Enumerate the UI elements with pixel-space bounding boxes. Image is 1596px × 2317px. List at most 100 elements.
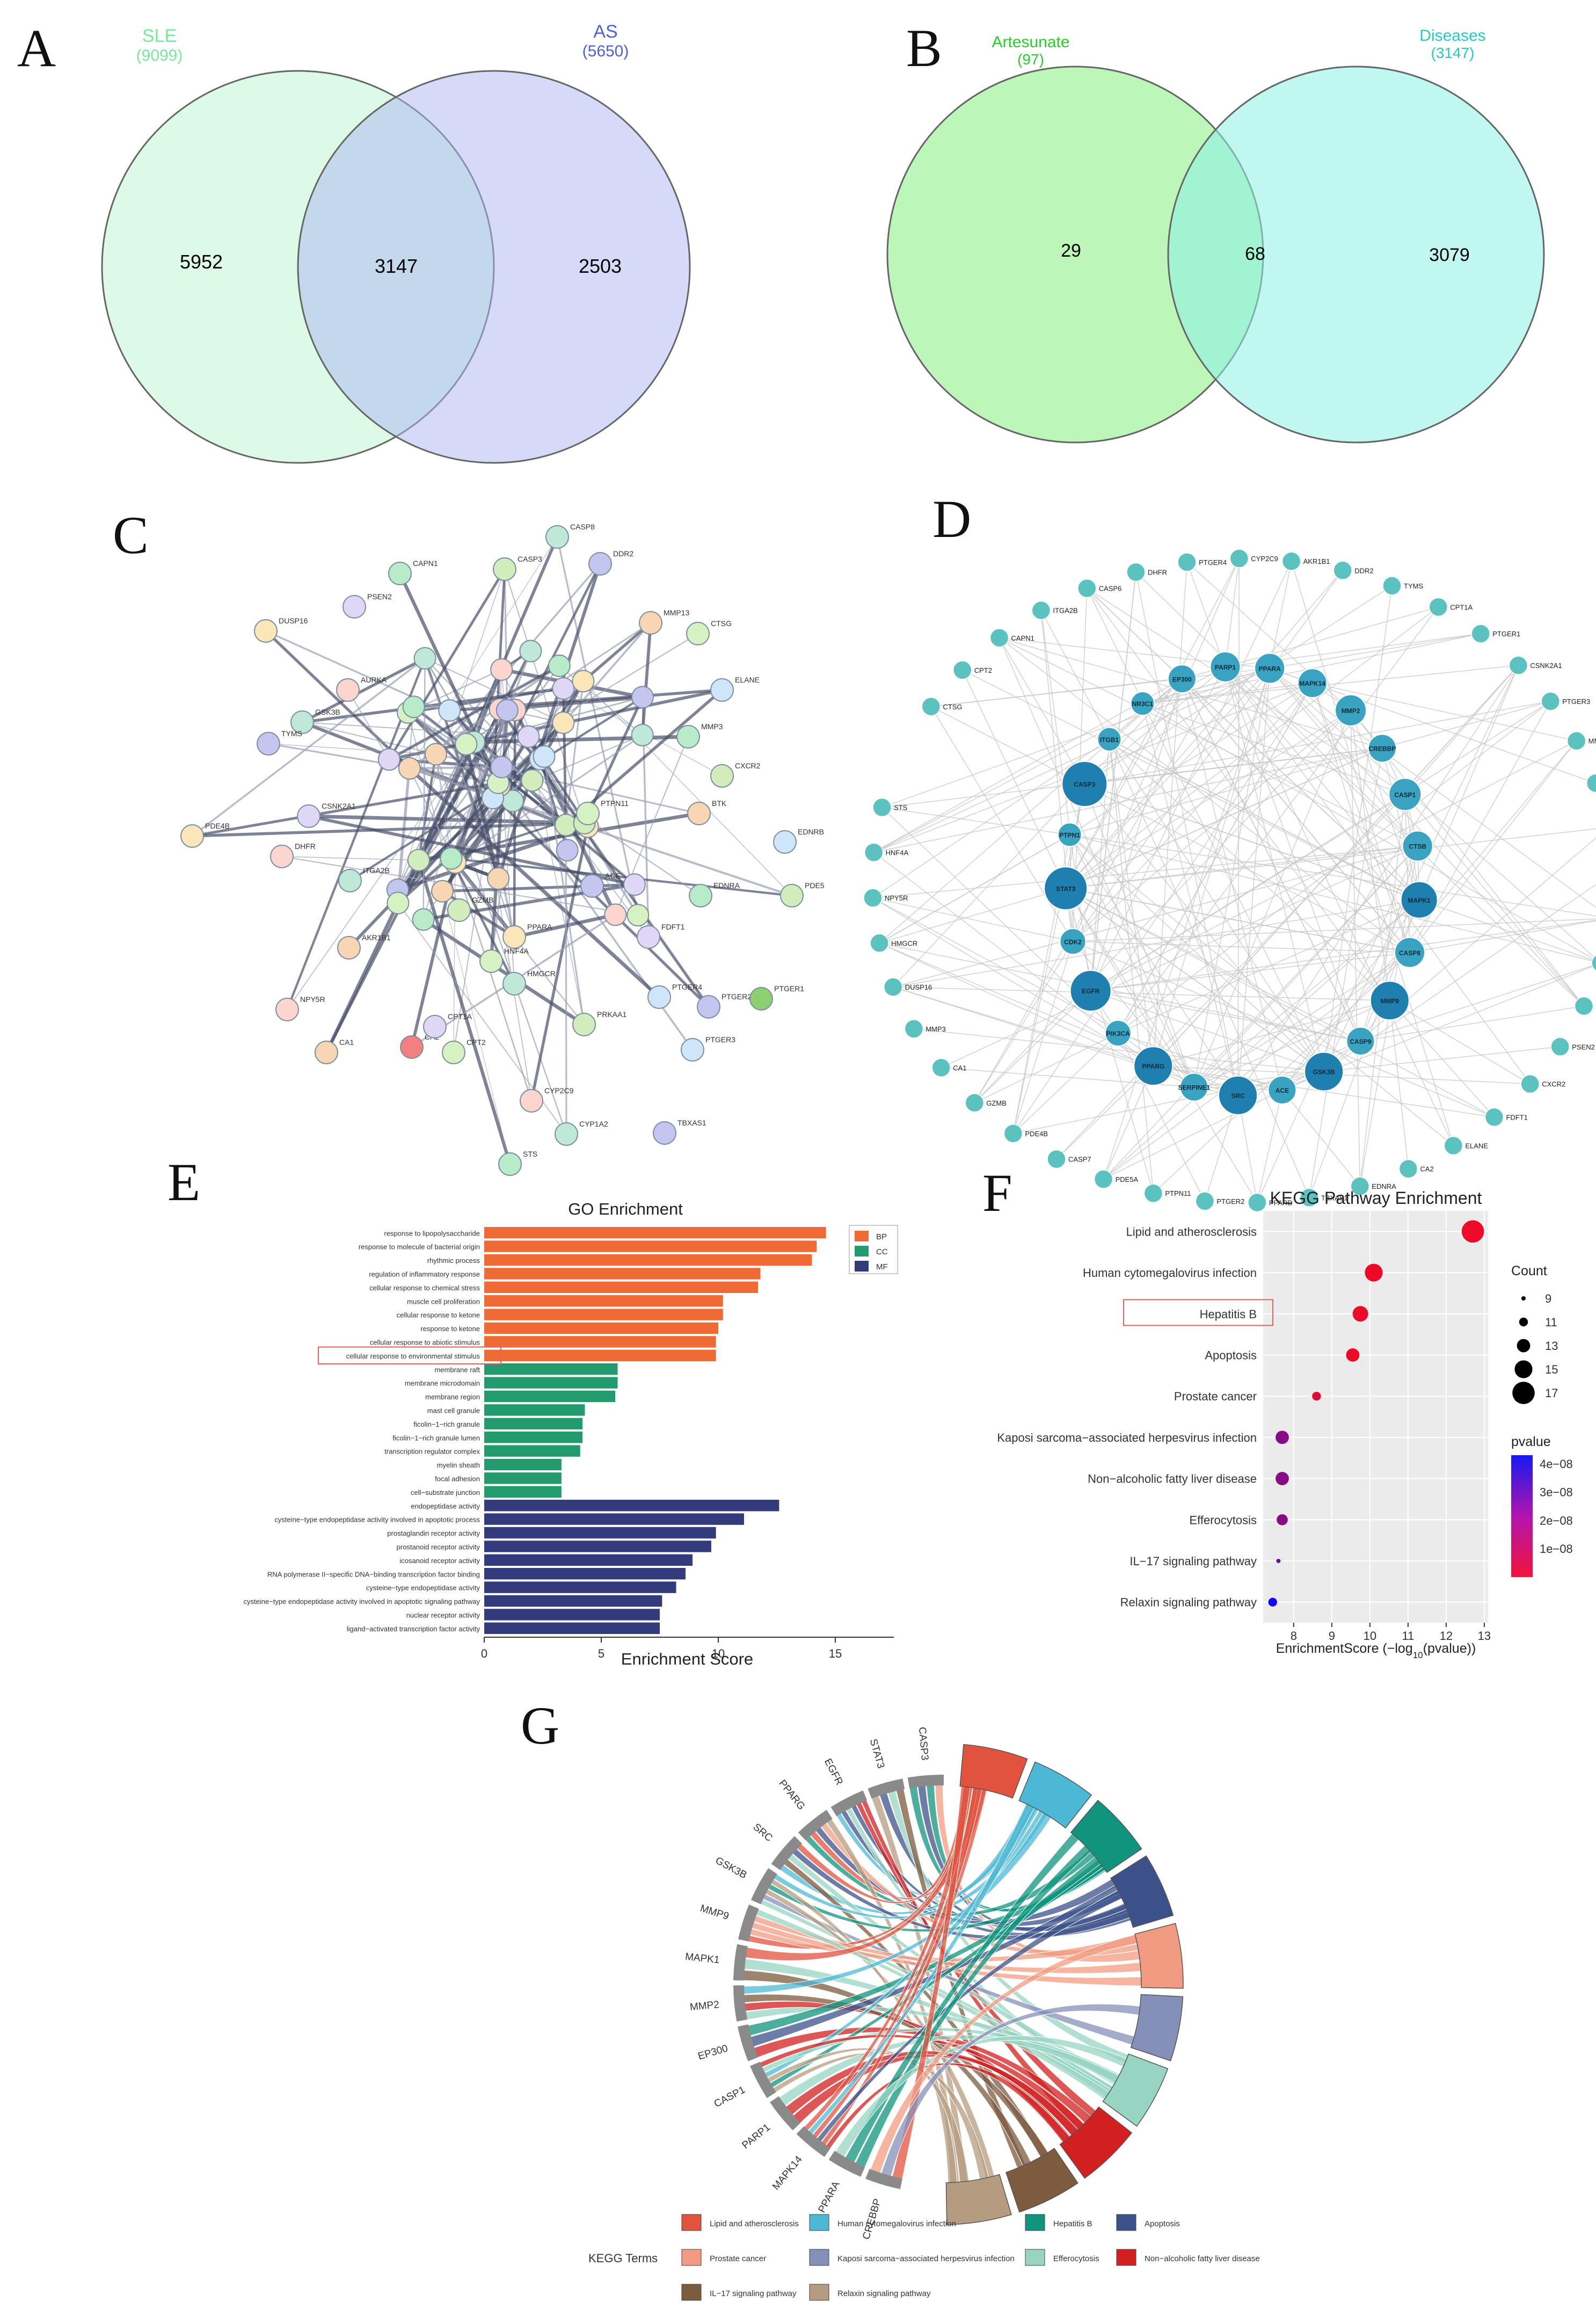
network-c-label-cyp2c9: CYP2C9 <box>544 1086 574 1095</box>
network-c-label-hnf4a: HNF4A <box>504 947 529 955</box>
network-d-edge <box>1090 794 1405 991</box>
chord-legend-label-hepatitis-b: Hepatitis B <box>1053 2219 1092 2228</box>
network-d-edge <box>872 739 1110 898</box>
chord-term-arc-apoptosis <box>1110 1855 1174 1928</box>
network-d-edge <box>1269 668 1418 847</box>
network-c-label-ptpn11: PTPN11 <box>601 799 629 808</box>
network-d-label-ednra: EDNRA <box>1372 1182 1396 1190</box>
network-d-edge <box>1142 682 1313 704</box>
network-d-edge <box>1069 834 1596 917</box>
network-d-edge <box>1103 952 1410 1180</box>
go-bar-cysteine-type-endopeptidase-activity-involved-in-apoptotic-process <box>484 1513 744 1525</box>
venn-a-overlap-count: 3147 <box>375 255 418 277</box>
kegg-term-label: IL−17 signaling pathway <box>1129 1555 1257 1568</box>
kegg-x-tick-label: 9 <box>1329 1629 1335 1643</box>
go-term-label: myelin sheath <box>437 1461 480 1469</box>
kegg-size-legend-dot <box>1512 1382 1535 1404</box>
kegg-point-prostate-cancer <box>1312 1391 1321 1401</box>
network-d-edge <box>1360 846 1418 1042</box>
kegg-point-kaposi-sarcoma-associated-herpesvirus-infection <box>1276 1430 1289 1444</box>
network-c-node-npy5r <box>275 998 299 1021</box>
network-d-hub-label-casp8: CASP8 <box>1399 949 1420 957</box>
chord-gene-arc-mmp2 <box>733 1985 747 2022</box>
network-d-edge <box>1072 682 1313 942</box>
network-c-edge <box>417 754 438 861</box>
network-d-edge <box>1153 562 1187 1066</box>
network-d-hub-label-ep300: EP300 <box>1172 676 1192 683</box>
chord-gene-arc-ep300 <box>738 2024 759 2061</box>
kegg-size-legend-dot <box>1514 1360 1533 1378</box>
go-bar-myelin-sheath <box>484 1458 562 1471</box>
network-d-edge <box>1065 606 1439 889</box>
network-c-node-ptger2 <box>697 995 720 1019</box>
network-d-edge <box>1109 739 1420 900</box>
network-c-label-npy5r: NPY5R <box>300 995 325 1004</box>
chord-legend-label-efferocytosis: Efferocytosis <box>1053 2254 1099 2263</box>
network-c-label-akr1b1: AKR1B1 <box>362 933 391 942</box>
network-d-edge <box>879 942 1238 1096</box>
go-bar-response-to-lipopolysaccharide <box>484 1227 826 1239</box>
network-c-label-prkaa1: PRKAA1 <box>597 1010 626 1019</box>
go-term-label: prostaglandin receptor activity <box>387 1529 480 1537</box>
network-c-node-ctsg <box>686 622 710 645</box>
go-term-label: cell−substrate junction <box>411 1488 480 1497</box>
network-c-node <box>631 723 654 746</box>
kegg-size-legend-dot <box>1519 1317 1528 1327</box>
network-d-node-fdft1 <box>1484 1107 1504 1127</box>
venn-a-right-count: 2503 <box>579 255 622 277</box>
network-c-node-cyp1a2 <box>555 1122 578 1146</box>
go-term-label: ficolin−1−rich granule <box>413 1420 480 1428</box>
network-d-edge <box>1389 1000 1409 1169</box>
chord-gene-arc-crebbp <box>865 2168 902 2189</box>
network-d-edge <box>1194 1071 1324 1088</box>
network-d-edge <box>1073 918 1596 942</box>
network-d-edge <box>962 670 1066 889</box>
go-bar-cellular-response-to-environmental-stimulus <box>484 1349 716 1361</box>
network-c-edge <box>582 621 652 682</box>
network-c-node-casp8 <box>545 525 569 549</box>
kegg-term-label: Apoptosis <box>1205 1348 1257 1362</box>
venn-a-set2-name: AS <box>593 21 617 42</box>
go-bar-response-to-ketone <box>484 1322 718 1334</box>
network-d-label-gzmb: GZMB <box>986 1099 1007 1107</box>
network-d-label-ca1: CA1 <box>953 1064 966 1072</box>
network-d-edge <box>873 747 1383 853</box>
network-c-label-ca1: CA1 <box>339 1038 354 1047</box>
network-d-hub-label-stat3: STAT3 <box>1056 885 1076 892</box>
network-d-edge <box>1404 794 1410 953</box>
chord-gene-arc-pparg <box>798 1810 833 1841</box>
kegg-term-label: Hepatitis B <box>1200 1308 1257 1321</box>
network-c-node <box>424 743 447 766</box>
network-c-edge <box>388 664 560 761</box>
network-c-node-csnk2a1 <box>297 804 320 828</box>
kegg-point-human-cytomegalovirus-infection <box>1365 1263 1383 1282</box>
network-d-edge <box>1360 964 1596 1042</box>
network-d-label-pde5a: PDE5A <box>1116 1175 1139 1183</box>
network-c-node-btk <box>687 802 711 825</box>
venn-a-set1-name: SLE <box>142 26 177 46</box>
network-c-node <box>521 769 544 792</box>
kegg-color-legend-title: pvalue <box>1511 1434 1551 1449</box>
venn-a-left-count: 5952 <box>180 251 223 273</box>
go-highlight-box <box>318 1346 501 1365</box>
chord-legend-title: KEGG Terms <box>588 2251 658 2265</box>
network-c-edge <box>442 891 511 1165</box>
network-c-edge <box>497 563 602 879</box>
network-d-edge <box>1237 668 1270 1095</box>
chord-gene-arc-src <box>771 1836 803 1870</box>
network-d-edge <box>1225 666 1531 1085</box>
network-d-edge <box>1360 899 1420 1042</box>
network-c-node-tyms <box>257 732 280 756</box>
network-d-edge <box>1142 703 1596 961</box>
network-d-hub-label-casp1: CASP1 <box>1394 791 1416 799</box>
network-c-node <box>412 908 435 931</box>
network-d-edge <box>941 845 1418 1069</box>
network-d-hub-parp1 <box>1209 651 1241 682</box>
network-d-node-dusp16 <box>883 977 903 997</box>
kegg-x-tick-label: 10 <box>1364 1629 1376 1643</box>
chord-gene-label-src: SRC <box>751 1821 775 1844</box>
network-d-node-pde4b <box>1003 1124 1023 1143</box>
network-c-node <box>552 677 575 700</box>
network-c-label-dhfr: DHFR <box>295 842 316 851</box>
network-c-node <box>572 670 595 693</box>
